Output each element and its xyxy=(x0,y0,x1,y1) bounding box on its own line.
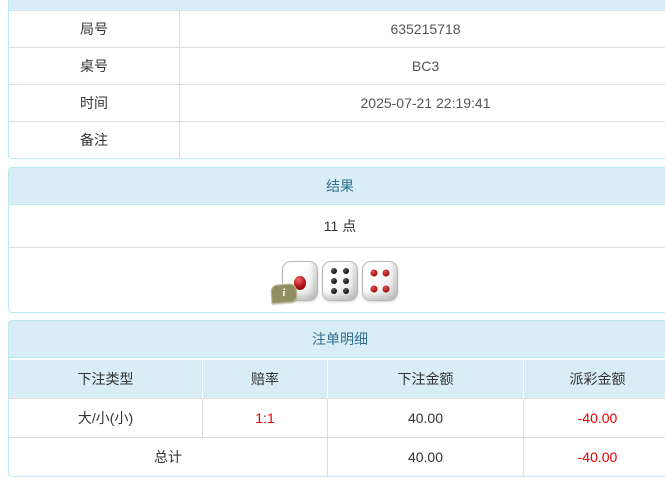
table-row: 时间 2025-07-21 22:19:41 xyxy=(9,85,665,122)
column-header-bet-amount: 下注金额 xyxy=(328,360,524,399)
bet-details-panel-title: 注单明细 xyxy=(9,321,665,358)
die-pip xyxy=(343,278,349,284)
table-id-label: 桌号 xyxy=(9,48,180,85)
die-pip xyxy=(383,285,390,292)
round-id-value: 635215718 xyxy=(180,11,665,48)
bet-details-table: 下注类型 赔率 下注金额 派彩金额 大/小(小) 1:1 40.00 -40.0… xyxy=(9,360,665,476)
odds-cell: 1:1 xyxy=(203,399,328,438)
total-payout: -40.00 xyxy=(524,438,665,477)
die-pip xyxy=(370,285,377,292)
result-panel: 结果 11 点 i xyxy=(8,167,665,313)
die-pip xyxy=(343,288,349,294)
total-bet-amount: 40.00 xyxy=(328,438,524,477)
game-info-table: 局号 635215718 桌号 BC3 时间 2025-07-21 22:19:… xyxy=(9,11,665,158)
round-id-label: 局号 xyxy=(9,11,180,48)
time-label: 时间 xyxy=(9,85,180,122)
bet-details-panel: 注单明细 下注类型 赔率 下注金额 派彩金额 大/小(小) 1:1 40.00 … xyxy=(8,320,665,477)
die-pip xyxy=(383,270,390,277)
die-2-value-6 xyxy=(322,261,358,301)
bet-amount-cell: 40.00 xyxy=(328,399,524,438)
table-header-row: 下注类型 赔率 下注金额 派彩金额 xyxy=(9,360,665,399)
die-pip xyxy=(370,270,377,277)
table-row: 备注 xyxy=(9,122,665,159)
total-label: 总计 xyxy=(9,438,328,477)
bet-type-cell: 大/小(小) xyxy=(9,399,203,438)
table-row: 桌号 BC3 xyxy=(9,48,665,85)
die-pip xyxy=(331,268,337,274)
result-panel-title: 结果 xyxy=(9,168,665,205)
table-row: 大/小(小) 1:1 40.00 -40.00 xyxy=(9,399,665,438)
die-pip xyxy=(343,268,349,274)
remark-label: 备注 xyxy=(9,122,180,159)
die-3-value-4 xyxy=(362,261,398,301)
result-points: 11 点 xyxy=(9,205,665,247)
total-row: 总计 40.00 -40.00 xyxy=(9,438,665,477)
column-header-odds: 赔率 xyxy=(203,360,328,399)
die-pip xyxy=(331,288,337,294)
column-header-payout: 派彩金额 xyxy=(524,360,665,399)
remark-value xyxy=(180,122,665,159)
game-info-panel: 局号 635215718 桌号 BC3 时间 2025-07-21 22:19:… xyxy=(8,0,665,159)
column-header-bet-type: 下注类型 xyxy=(9,360,203,399)
info-icon[interactable]: i xyxy=(270,283,297,304)
time-value: 2025-07-21 22:19:41 xyxy=(180,85,665,122)
payout-cell: -40.00 xyxy=(524,399,665,438)
die-1-value-1: i xyxy=(282,261,318,301)
die-pip xyxy=(331,278,337,284)
dice-row: i xyxy=(9,247,665,312)
table-id-value: BC3 xyxy=(180,48,665,85)
table-row: 局号 635215718 xyxy=(9,11,665,48)
bet-detail-page: 局号 635215718 桌号 BC3 时间 2025-07-21 22:19:… xyxy=(8,0,665,477)
game-info-header-strip xyxy=(9,0,665,11)
